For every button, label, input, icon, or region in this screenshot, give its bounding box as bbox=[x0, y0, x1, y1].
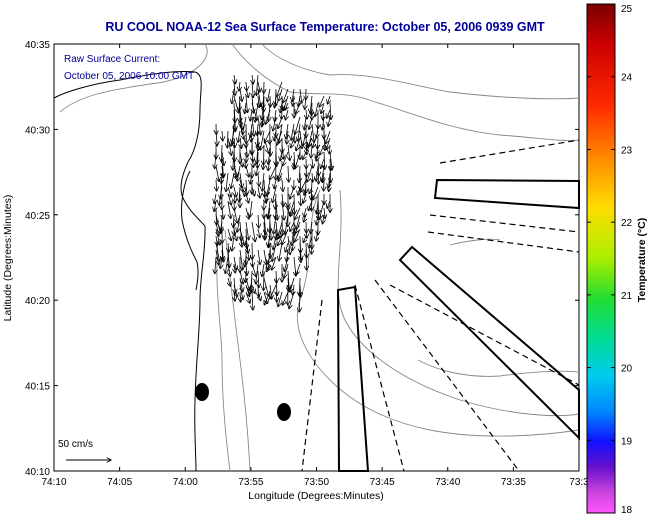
colorbar-tick-label: 25 bbox=[621, 4, 633, 15]
y-tick-label: 40:25 bbox=[25, 211, 50, 222]
current-annotation-line1: Raw Surface Current: bbox=[64, 54, 160, 65]
current-vector bbox=[324, 180, 325, 191]
y-tick-label: 40:20 bbox=[25, 296, 50, 307]
y-tick-label: 40:10 bbox=[25, 467, 50, 478]
colorbar-tick-label: 20 bbox=[621, 364, 633, 375]
colorbar-label: Temperature (°C) bbox=[636, 218, 648, 303]
x-tick-label: 73:50 bbox=[304, 477, 329, 488]
x-tick-label: 73:40 bbox=[435, 477, 460, 488]
current-annotation-line2: October 05, 2006 10:00 GMT bbox=[64, 71, 194, 82]
x-axis-label: Longitude (Degrees:Minutes) bbox=[248, 490, 383, 502]
colorbar-tick-label: 19 bbox=[621, 436, 633, 447]
current-vector bbox=[264, 271, 265, 291]
colorbar-tick-label: 23 bbox=[621, 145, 633, 156]
colorbar-tick-label: 18 bbox=[621, 505, 633, 516]
y-tick-label: 40:35 bbox=[25, 40, 50, 51]
current-vector bbox=[258, 285, 259, 297]
y-tick-label: 40:30 bbox=[25, 125, 50, 136]
x-tick-label: 73:55 bbox=[238, 477, 263, 488]
x-tick-label: 74:05 bbox=[107, 477, 132, 488]
y-tick-label: 40:15 bbox=[25, 382, 50, 393]
current-vector bbox=[246, 271, 247, 282]
colorbar-tick-label: 21 bbox=[621, 291, 633, 302]
x-tick-label: 74:00 bbox=[173, 477, 198, 488]
current-vector bbox=[312, 243, 313, 254]
colorbar bbox=[587, 4, 615, 513]
y-axis-label: Latitude (Degrees:Minutes) bbox=[2, 195, 14, 322]
x-tick-label: 73:3 bbox=[569, 477, 589, 488]
station-marker bbox=[195, 383, 209, 401]
colorbar-tick-label: 24 bbox=[621, 73, 633, 84]
station-marker bbox=[277, 403, 291, 421]
x-tick-label: 73:35 bbox=[501, 477, 526, 488]
map-title: RU COOL NOAA-12 Sea Surface Temperature:… bbox=[105, 20, 545, 34]
x-tick-label: 73:45 bbox=[370, 477, 395, 488]
colorbar-tick-label: 22 bbox=[621, 218, 633, 229]
x-tick-label: 74:10 bbox=[41, 477, 66, 488]
scale-label: 50 cm/s bbox=[58, 439, 93, 450]
current-vector bbox=[294, 194, 295, 214]
